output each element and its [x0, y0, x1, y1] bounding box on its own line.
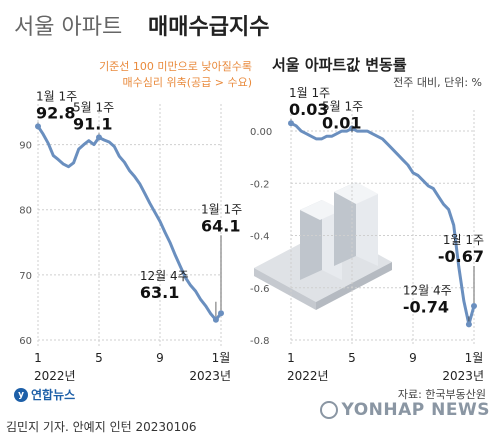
annotation-value: 63.1 — [140, 283, 179, 302]
yonhap-logo-text: 연합뉴스 — [31, 388, 76, 402]
series-line — [289, 121, 476, 326]
x-tick-label: 5 — [348, 351, 356, 365]
x-tick-label: 1월 — [212, 351, 231, 365]
y-tick-label: 60 — [19, 336, 32, 347]
apartment-building-illustration — [254, 182, 392, 310]
x-tick-label: 9 — [156, 351, 164, 365]
data-source: 자료: 한국부동산원 — [397, 388, 486, 401]
annotation-value: 0.03 — [289, 100, 328, 119]
data-point — [288, 120, 294, 127]
data-point — [465, 321, 472, 328]
left-note-line2: 매수심리 위축(공급 > 수요) — [123, 76, 253, 89]
annotation-label: 12월 4주 — [140, 269, 189, 283]
x-tick-label: 1 — [287, 351, 295, 365]
data-point — [212, 316, 219, 323]
annotation-value: 64.1 — [201, 216, 240, 235]
x-tick-label: 1 — [34, 351, 42, 365]
right-chart-title: 서울 아파트값 변동률 — [272, 56, 407, 74]
y-tick-label: 70 — [19, 271, 32, 282]
y-tick-label: 0.00 — [250, 127, 272, 138]
globe-icon — [319, 401, 338, 419]
data-point — [96, 134, 102, 141]
x-tick-label: 5 — [95, 351, 103, 365]
main-title-light: 서울 아파트 — [14, 15, 122, 40]
annotation-label: 1월 1주 — [289, 86, 330, 100]
yonhap-news-logo: YONHAP NEWS — [319, 400, 490, 420]
x-year-end: 2023년 — [189, 369, 231, 383]
right-chart-unit: 전주 대비, 단위: % — [393, 76, 482, 89]
annotation-label: 12월 4주 — [403, 283, 452, 297]
left-note-line1: 기준선 100 미만으로 낮아질수록 — [99, 60, 252, 73]
x-year-start: 2022년 — [34, 369, 76, 383]
annotation-value: 91.1 — [73, 114, 112, 133]
annotation-value: -0.67 — [438, 247, 484, 266]
data-point — [471, 303, 477, 310]
yonhap-logo-icon: y — [14, 387, 28, 402]
x-tick-label: 9 — [409, 351, 417, 365]
y-tick-label: 90 — [19, 141, 32, 152]
annotation-value: -0.74 — [403, 297, 449, 316]
annotation-value: 92.8 — [36, 103, 75, 122]
main-title-bold: 매매수급지수 — [148, 15, 269, 40]
chart-right-plot: 0.00 -0.2 -0.4 -0.6 -0.8 1 5 9 1월 2022년 2023년 1월 1주… — [250, 86, 484, 383]
y-tick-label: -0.8 — [250, 336, 270, 347]
y-tick-label: -0.6 — [250, 284, 270, 295]
annotation-label: 5월 1주 — [73, 100, 114, 114]
y-tick-label: 80 — [19, 206, 32, 217]
annotation-value: 0.01 — [322, 113, 361, 132]
annotation-label: 5월 1주 — [322, 99, 363, 113]
data-point — [218, 310, 224, 317]
byline: 김민지 기자. 안예지 인턴 20230106 — [6, 420, 197, 434]
annotation-label: 1월 1주 — [201, 202, 242, 216]
series-line — [36, 124, 223, 322]
data-point — [35, 123, 41, 130]
x-tick-label: 1월 — [465, 351, 484, 365]
yonhap-news-text: YONHAP NEWS — [341, 400, 490, 420]
yonhap-logo: y 연합뉴스 — [14, 386, 75, 403]
annotation-label: 1월 1주 — [443, 233, 484, 247]
x-year-end: 2023년 — [442, 369, 484, 383]
y-tick-label: -0.2 — [250, 179, 270, 190]
annotation-label: 1월 1주 — [36, 89, 77, 103]
x-year-start: 2022년 — [287, 369, 329, 383]
y-tick-label: -0.4 — [250, 232, 270, 243]
